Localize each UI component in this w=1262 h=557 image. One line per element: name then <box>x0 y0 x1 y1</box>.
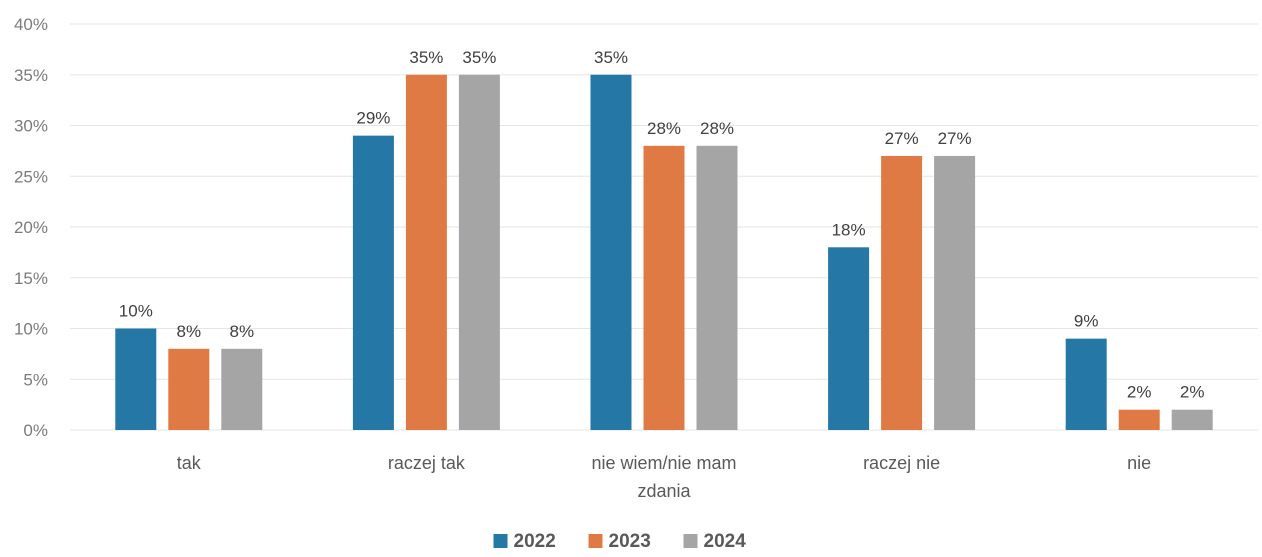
data-label: 28% <box>700 119 734 138</box>
data-label: 18% <box>832 220 866 239</box>
data-label: 35% <box>409 48 443 67</box>
legend-swatch <box>683 534 698 548</box>
bar <box>643 145 685 431</box>
y-tick-label: 40% <box>14 15 48 34</box>
bar <box>352 135 394 430</box>
bar <box>1118 409 1160 430</box>
bars <box>115 74 1213 431</box>
bar <box>405 74 447 430</box>
legend-swatch <box>493 534 508 548</box>
legend: 2022 2023 2024 <box>493 531 747 552</box>
legend-swatch <box>588 534 603 548</box>
x-axis: tak raczej tak nie wiem/nie mam zdania racze… <box>177 453 1151 501</box>
y-tick-label: 35% <box>14 66 48 85</box>
data-labels: 10% 8% 8% 29% 35% 35% 35% 28% 28% 18% 27% 27% 9% 2% 2% <box>119 48 1205 402</box>
y-axis: 0% 5% 10% 15% 20% 25% 30% 35% 40% <box>14 15 48 440</box>
data-label: 10% <box>119 302 153 321</box>
y-tick-label: 15% <box>14 269 48 288</box>
data-label: 29% <box>356 109 390 128</box>
legend-label: 2022 <box>514 531 556 552</box>
data-label: 8% <box>177 322 202 341</box>
y-tick-label: 5% <box>23 370 48 389</box>
y-tick-label: 30% <box>14 117 48 136</box>
x-tick-label: raczej tak <box>388 453 466 473</box>
bar <box>221 348 263 430</box>
x-tick-label: nie wiem/nie mam zdania <box>591 453 736 501</box>
x-tick-label: nie <box>1127 453 1151 473</box>
bar <box>590 74 632 430</box>
bar <box>696 145 738 431</box>
data-label: 35% <box>594 48 628 67</box>
y-tick-label: 25% <box>14 167 48 186</box>
data-label: 9% <box>1074 312 1099 331</box>
y-tick-label: 20% <box>14 218 48 237</box>
data-label: 2% <box>1180 383 1205 402</box>
x-tick-label: tak <box>177 453 202 473</box>
bar <box>1171 409 1213 430</box>
data-label: 35% <box>462 48 496 67</box>
bar <box>458 74 500 430</box>
bar <box>828 247 870 430</box>
bar <box>115 328 157 430</box>
data-label: 27% <box>885 129 919 148</box>
bar <box>934 155 976 430</box>
bar <box>881 155 923 430</box>
bar <box>168 348 210 430</box>
bar <box>1065 338 1107 430</box>
data-label: 27% <box>938 129 972 148</box>
legend-label: 2024 <box>704 531 747 552</box>
legend-label: 2023 <box>609 531 651 552</box>
y-tick-label: 0% <box>23 421 48 440</box>
data-label: 2% <box>1127 383 1152 402</box>
data-label: 8% <box>230 322 255 341</box>
data-label: 28% <box>647 119 681 138</box>
x-tick-label: raczej nie <box>863 453 940 473</box>
y-tick-label: 10% <box>14 320 48 339</box>
